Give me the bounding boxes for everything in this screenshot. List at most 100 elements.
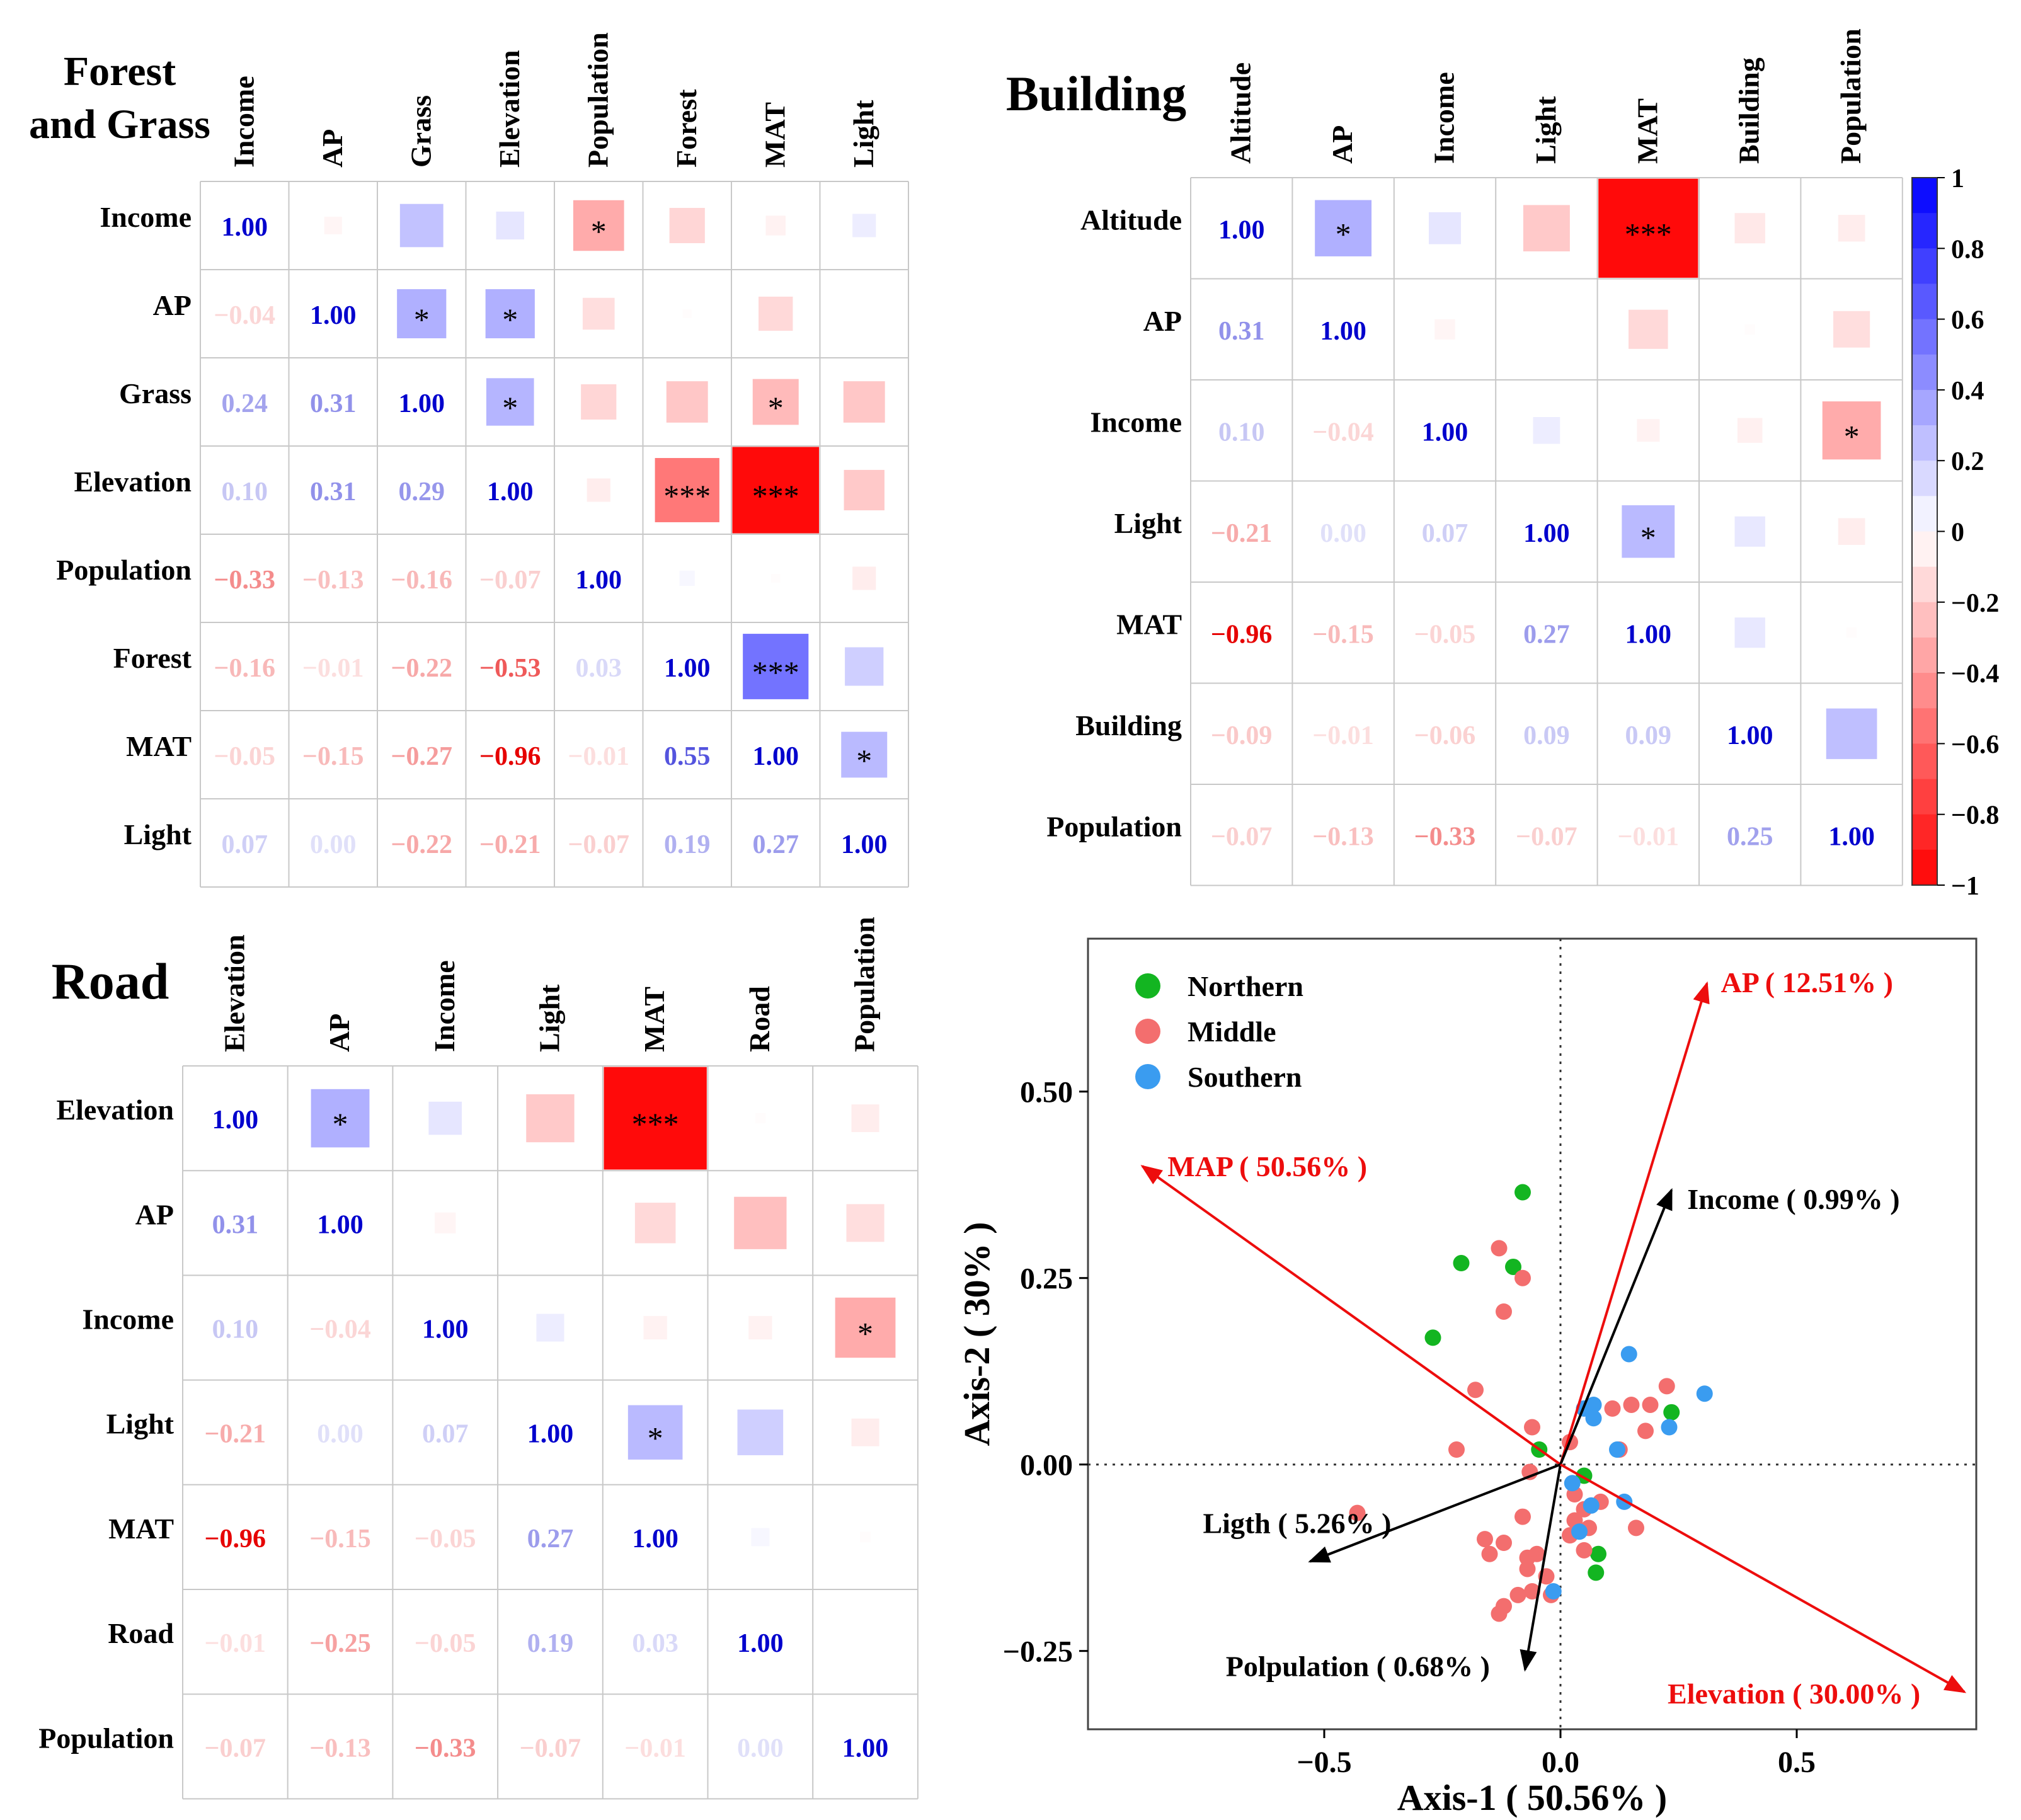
correlation-square	[486, 378, 534, 426]
significance-mark: *	[648, 1421, 663, 1456]
correlation-value: 1.00	[576, 566, 622, 595]
column-label: Population	[849, 917, 881, 1052]
correlation-value: 1.00	[842, 1734, 889, 1763]
loading-vector	[1559, 1188, 1673, 1465]
loading-vector	[1308, 1463, 1561, 1563]
vector-label: MAP ( 50.56% )	[1167, 1150, 1367, 1182]
correlation-value: −0.09	[1211, 721, 1272, 750]
data-point-southern	[1571, 1523, 1588, 1540]
column-label: Income	[428, 960, 461, 1052]
correlation-value: −0.01	[568, 742, 629, 771]
significance-mark: *	[856, 743, 872, 778]
correlation-value: −0.22	[391, 830, 452, 859]
correlation-square	[734, 1196, 787, 1249]
row-label: Light	[106, 1408, 175, 1440]
y-tick-label: 0.25	[1020, 1262, 1073, 1296]
legend-label: Northern	[1188, 970, 1303, 1002]
significance-mark: ***	[663, 478, 711, 513]
colorbar-band	[1912, 743, 1937, 780]
correlation-value: 0.31	[212, 1210, 259, 1239]
correlation-square	[732, 447, 820, 534]
correlation-value: −0.33	[415, 1734, 476, 1763]
correlation-square	[581, 384, 617, 420]
data-point-middle	[1491, 1240, 1508, 1257]
correlation-square	[860, 1531, 871, 1543]
row-label: Income	[82, 1303, 174, 1336]
correlation-square	[324, 217, 342, 234]
data-point-middle	[1491, 1605, 1508, 1622]
correlation-value: −0.15	[302, 742, 364, 771]
correlation-value: 0.19	[664, 830, 711, 859]
matrix-title-line: Road	[52, 953, 169, 1010]
correlation-value: −0.04	[1312, 418, 1373, 447]
loading-vector	[1140, 1165, 1562, 1466]
correlation-square	[679, 570, 695, 587]
correlation-value: 1.00	[737, 1629, 784, 1658]
correlation-value: 1.00	[632, 1525, 678, 1554]
colorbar-tick-label: −0.4	[1951, 660, 1999, 689]
correlation-square	[844, 469, 885, 511]
plot-frame	[1087, 937, 1978, 1731]
column-label: Elevation	[493, 50, 525, 168]
correlation-value: −0.21	[479, 830, 541, 859]
correlation-value: −0.04	[309, 1315, 370, 1344]
column-label: Light	[847, 100, 879, 168]
correlation-square	[737, 1409, 784, 1455]
correlation-square	[655, 458, 719, 522]
correlation-value: −0.22	[391, 654, 452, 683]
colorbar-band	[1912, 637, 1937, 673]
correlation-value: 0.09	[1625, 721, 1672, 750]
correlation-value: −0.07	[520, 1734, 581, 1763]
vector-label: Polpulation ( 0.68% )	[1226, 1650, 1490, 1682]
correlation-square	[751, 1528, 770, 1547]
correlation-square	[1846, 627, 1857, 638]
correlation-square	[428, 1101, 462, 1135]
colorbar-band	[1912, 708, 1937, 744]
correlation-square	[634, 1203, 676, 1244]
column-label: Light	[1530, 96, 1562, 164]
correlation-square	[1744, 324, 1755, 335]
data-point-northern	[1424, 1329, 1441, 1346]
correlation-value: −0.07	[479, 566, 541, 595]
correlation-value: 0.09	[1523, 721, 1570, 750]
correlation-value: −0.05	[1414, 620, 1475, 649]
correlation-value: 0.29	[399, 478, 445, 507]
colorbar-band	[1912, 814, 1937, 850]
correlation-value: 0.10	[222, 478, 268, 507]
data-point-middle	[1604, 1400, 1621, 1417]
correlation-square	[835, 1297, 896, 1358]
column-label: Light	[533, 984, 565, 1052]
correlation-value: −0.07	[205, 1734, 266, 1763]
y-tick-label: −0.25	[1003, 1635, 1073, 1669]
vector-label: AP ( 12.51% )	[1721, 966, 1893, 999]
significance-mark: ***	[752, 478, 799, 513]
correlation-value: −0.05	[415, 1525, 476, 1554]
correlation-square	[771, 574, 781, 583]
data-point-northern	[1453, 1255, 1470, 1272]
correlation-value: −0.06	[1414, 721, 1475, 750]
correlation-value: −0.01	[302, 654, 364, 683]
y-axis-label: Axis-2 ( 30% )	[956, 1222, 997, 1446]
correlation-square	[841, 731, 888, 778]
column-label: Forest	[670, 89, 702, 168]
colorbar-band	[1912, 849, 1937, 886]
correlation-value: 1.00	[222, 213, 268, 242]
row-label: Road	[108, 1617, 174, 1649]
data-point-southern	[1585, 1396, 1602, 1413]
data-point-northern	[1514, 1184, 1531, 1201]
correlation-square	[682, 309, 692, 318]
correlation-square	[1826, 708, 1877, 759]
correlation-value: 1.00	[527, 1420, 574, 1449]
column-label: MAT	[1631, 98, 1663, 164]
data-point-middle	[1658, 1378, 1675, 1395]
correlation-square	[604, 1067, 707, 1170]
colorbar-band	[1912, 319, 1937, 355]
correlation-value: 0.25	[1727, 822, 1773, 851]
correlation-matrix-2: Road Elevation AP Income Light MAT Road Populat…	[38, 917, 919, 1800]
row-label: MAT	[108, 1513, 174, 1545]
colorbar-tick-label: 0.2	[1951, 447, 1984, 476]
correlation-square	[1428, 212, 1462, 244]
correlation-value: 1.00	[753, 742, 799, 771]
legend-marker	[1135, 1019, 1160, 1044]
correlation-value: −0.13	[309, 1734, 370, 1763]
